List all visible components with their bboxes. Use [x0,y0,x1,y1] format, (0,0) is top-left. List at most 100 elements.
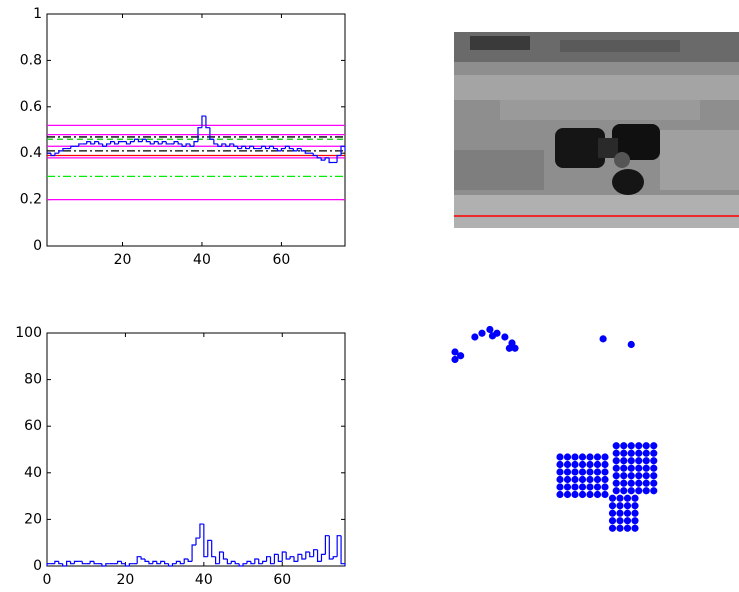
histogram-step [265,556,271,562]
scatter-point [571,483,579,491]
stair-step [113,141,119,145]
scatter-point [578,483,587,491]
histogram-step [211,540,216,558]
scatter-point [612,479,620,487]
y-tick-label: 0.8 [20,52,42,68]
histogram-step [254,558,259,564]
scatter-point [608,524,617,532]
stair-step [109,141,115,144]
stair-step [221,143,226,147]
axes-box [46,13,346,247]
scatter-point [608,494,617,502]
scatter-point [627,457,635,465]
histogram-step [301,554,306,560]
stair-step [185,143,191,147]
scatter-point [593,483,602,491]
stair-step [316,155,322,159]
histogram-step [305,551,310,560]
y-tick-label: 1 [33,6,42,22]
y-tick-label: 80 [24,372,42,388]
scatter-point [593,490,602,499]
histogram-step [93,561,98,565]
stair-step [161,141,167,144]
scatter-point [593,453,602,461]
scatter-point [616,524,624,532]
scatter-point [493,329,501,337]
stair-step [50,153,55,157]
x-tick-label: 60 [273,252,291,268]
scatter-point [601,468,609,476]
stair-step [189,143,195,147]
y-tick-label: 0 [33,238,42,254]
scatter-point [623,524,632,532]
histogram-step [156,561,161,565]
histogram-step [58,561,63,565]
stair-step [304,150,310,154]
stair-step [324,157,330,161]
stair-step [249,145,254,149]
stair-step [157,141,163,145]
stair-step [284,145,290,149]
scatter-point [616,517,624,525]
stair-step [137,139,143,143]
scatter-point [620,479,628,487]
histogram-step [250,561,255,565]
scatter-point [612,464,620,472]
scatter-point [563,490,572,499]
histogram-step [116,560,122,564]
scatter-point [620,457,628,465]
histogram-step [320,553,326,562]
scatter-point [627,442,635,450]
stair-step [145,139,151,143]
scatter-point [642,464,650,472]
scatter-point [635,472,643,480]
scatter-point [612,449,620,457]
scatter-point [563,483,572,491]
stair-step [264,146,270,150]
histogram-step [144,559,149,562]
histogram-step [340,535,346,566]
y-tick-label: 40 [24,465,42,481]
histogram-step [171,563,177,566]
scatter-point [620,442,628,450]
histogram-step [277,554,283,562]
histogram-step [203,524,208,558]
scatter-point [556,460,564,469]
histogram-step [191,544,196,562]
scatter-point [556,453,564,461]
scatter-point [501,333,509,341]
histogram-step [332,556,338,560]
scatter-point [612,487,620,495]
histogram-step [124,563,130,567]
stair-step [276,148,282,152]
stair-step [62,147,67,151]
stair-step [193,141,198,147]
scatter-point [608,517,617,525]
histogram-step [234,561,240,565]
stair-step [245,146,250,150]
scatter-point [586,460,594,469]
scatter-point [620,472,628,480]
scatter-point [627,340,635,349]
stair-step [205,116,210,129]
x-tick-label: 60 [273,572,291,588]
histogram-step [73,560,79,564]
scatter-point [601,460,609,469]
scatter-point [623,517,632,525]
stair-step [165,141,171,145]
stair-step [70,145,75,149]
histogram-step [207,539,212,557]
stair-step [280,147,286,151]
stair-step [241,145,246,149]
scatter-point [650,472,658,480]
scatter-point [571,475,579,484]
histogram-step [273,553,279,564]
histogram-step [152,560,157,564]
histogram-step [128,563,134,566]
histogram-step [258,559,263,565]
scatter-point [627,479,635,487]
stair-step [229,143,234,147]
histogram-step [140,556,146,560]
scatter-point [620,487,628,495]
histogram-step [242,563,247,566]
